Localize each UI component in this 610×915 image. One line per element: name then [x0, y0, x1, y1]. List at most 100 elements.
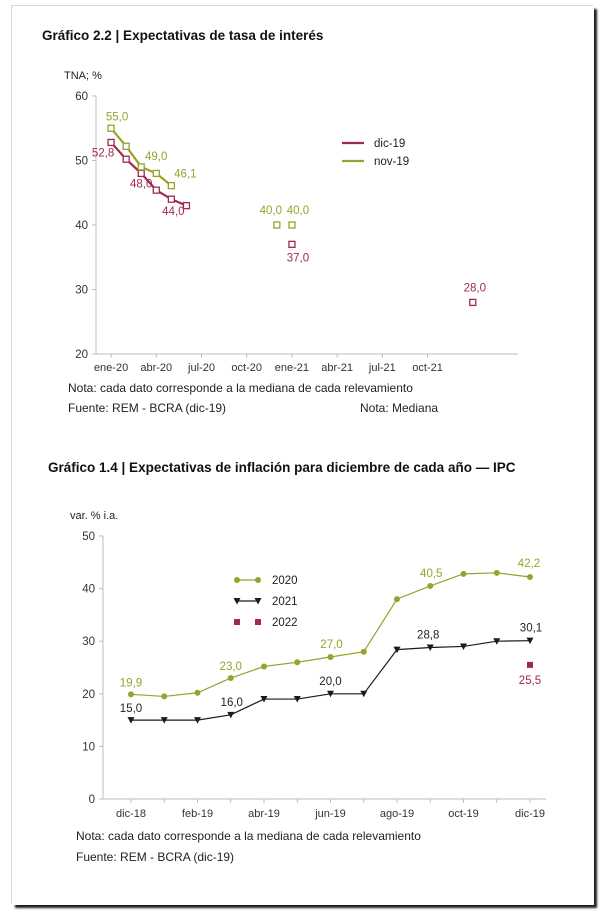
rates-point-dic-19	[167, 195, 176, 203]
inflation-point-2021	[293, 696, 301, 703]
inflation-y-tick-label: 20	[82, 689, 95, 701]
rates-data-label-nov-19: 49,0	[145, 151, 167, 163]
rates-x-tick-label: jul-21	[368, 362, 396, 374]
rates-y-tick-label: 40	[75, 220, 88, 232]
rates-y-tick-label: 50	[75, 156, 88, 168]
rates-data-label-dic-19: 44,0	[162, 206, 184, 218]
inflation-x-tick-label: ago-19	[380, 808, 414, 820]
inflation-point-2021	[194, 717, 201, 724]
rates-x-tick-label: oct-20	[231, 362, 262, 374]
inflation-point-2020	[261, 663, 267, 670]
rates-legend-label-dic-19: dic-19	[374, 138, 405, 150]
inflation-data-label-2022: 25,5	[519, 675, 541, 687]
inflation-point-2021	[327, 690, 334, 698]
inflation-point-2020	[194, 689, 201, 696]
rates-x-tick-label: abr-20	[140, 362, 172, 374]
rates-point-dic-19	[107, 138, 115, 147]
inflation-point-2020	[427, 582, 434, 589]
rates-source: Fuente: REM - BCRA (dic-19)	[68, 401, 227, 415]
inflation-point-2021	[227, 711, 235, 719]
inflation-data-label-2020: 23,0	[220, 661, 242, 673]
rates-data-label-dic-19: 28,0	[464, 282, 486, 294]
rates-point-nov-19	[273, 221, 281, 229]
inflation-y-tick-label: 40	[82, 584, 95, 596]
rates-point-nov-19	[137, 163, 145, 171]
rates-y-tick-label: 30	[75, 285, 88, 297]
rates-data-label-dic-19: 48,0	[130, 178, 152, 190]
inflation-x-tick-label: abr-19	[248, 808, 280, 820]
inflation-legend-marker-2020	[234, 577, 240, 583]
rates-aside-note: Nota: Mediana	[360, 401, 439, 415]
inflation-point-2021	[127, 717, 135, 724]
rates-y-axis-label: TNA; %	[64, 70, 102, 82]
inflation-y-tick-label: 30	[82, 636, 95, 648]
inflation-point-2021	[260, 696, 268, 703]
inflation-y-axis-label: var. % i.a.	[70, 510, 118, 522]
rates-data-label-dic-19: 37,0	[287, 252, 309, 264]
report-page	[12, 6, 594, 905]
rates-point-dic-19	[122, 155, 130, 163]
inflation-point-2021	[426, 644, 434, 652]
inflation-point-2020	[493, 569, 500, 576]
inflation-x-tick-label: jun-19	[314, 808, 346, 820]
inflation-x-tick-label: dic-18	[116, 808, 146, 820]
inflation-note: Nota: cada dato corresponde a la mediana…	[76, 829, 421, 843]
inflation-source: Fuente: REM - BCRA (dic-19)	[76, 850, 235, 864]
rates-chart: TNA; % 20 30 40 50 60 ene-20 abr-20 jul-20 oct-20…	[64, 70, 518, 374]
inflation-data-label-2021: 15,0	[120, 703, 142, 715]
rates-point-dic-19	[182, 201, 191, 210]
inflation-point-2020	[227, 675, 234, 682]
rates-note: Nota: cada dato corresponde a la mediana…	[68, 381, 413, 395]
inflation-x-tick-label: oct-19	[448, 808, 479, 820]
inflation-y-tick-label: 0	[89, 794, 95, 806]
rates-point-dic-19	[137, 169, 145, 178]
inflation-legend-marker-2021	[254, 598, 262, 605]
inflation-point-2021	[360, 690, 368, 698]
inflation-point-2020	[161, 693, 168, 700]
rates-data-label-nov-19: 46,1	[174, 169, 196, 181]
rates-x-tick-label: jul-20	[187, 362, 215, 374]
rates-x-tick-label: ene-21	[275, 362, 309, 374]
rates-data-label-nov-19: 40,0	[287, 205, 309, 217]
rates-y-tick-label: 20	[75, 349, 88, 361]
rates-data-label-dic-19: 52,8	[92, 147, 114, 159]
inflation-data-label-2021: 30,1	[520, 623, 542, 635]
rates-x-tick-label: ene-20	[94, 362, 128, 374]
inflation-point-2020	[460, 570, 467, 577]
rates-x-tick-label: oct-21	[412, 362, 443, 374]
inflation-y-tick-label: 10	[82, 741, 95, 753]
inflation-x-tick-label: dic-19	[515, 808, 545, 820]
rates-chart-title: Gráfico 2.2 | Expectativas de tasa de in…	[42, 28, 324, 43]
inflation-legend-marker-2020	[255, 577, 261, 583]
inflation-chart-title: Gráfico 1.4 | Expectativas de inflación …	[48, 460, 516, 475]
inflation-legend-marker-2022	[255, 619, 261, 625]
inflation-legend-marker-2022	[234, 619, 240, 625]
inflation-x-tick-label: feb-19	[182, 808, 213, 820]
rates-point-nov-19	[288, 221, 296, 229]
rates-data-label-nov-19: 40,0	[260, 205, 282, 217]
inflation-point-2020	[327, 653, 334, 660]
inflation-point-2020	[128, 691, 134, 698]
rates-point-dic-19	[469, 298, 477, 307]
rates-point-nov-19	[152, 169, 160, 178]
inflation-point-2021	[460, 643, 467, 650]
rates-point-dic-19	[152, 186, 160, 194]
inflation-data-label-2021: 28,8	[417, 630, 439, 642]
inflation-y-tick-label: 50	[82, 531, 95, 543]
inflation-data-label-2020: 42,2	[518, 558, 540, 570]
inflation-legend-label-2021: 2021	[272, 596, 298, 608]
inflation-data-label-2020: 19,9	[120, 677, 142, 689]
rates-point-nov-19	[107, 124, 115, 132]
inflation-legend-label-2020: 2020	[272, 575, 298, 587]
rates-y-tick-label: 60	[75, 91, 88, 103]
inflation-point-2021	[160, 717, 168, 724]
rates-point-nov-19	[167, 182, 176, 190]
rates-point-dic-19	[288, 240, 296, 249]
inflation-point-2020	[394, 596, 400, 603]
inflation-point-2021	[526, 637, 534, 645]
inflation-legend-marker-2021	[233, 598, 241, 605]
rates-legend-label-nov-19: nov-19	[374, 156, 409, 168]
inflation-point-2020	[294, 659, 301, 666]
inflation-chart: var. % i.a. 0 10 20 30 40 50 dic-18 feb-19 abr-19…	[70, 510, 546, 820]
inflation-point-2022	[527, 661, 533, 668]
